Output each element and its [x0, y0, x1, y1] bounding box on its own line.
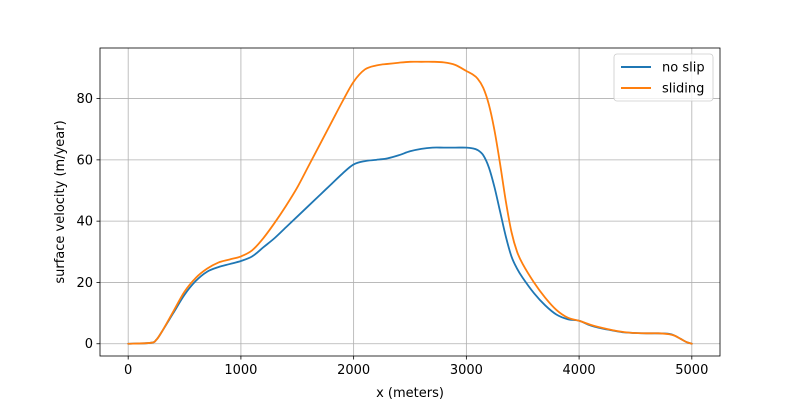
- y-tick-label: 60: [76, 153, 93, 168]
- y-tick-label: 40: [76, 215, 93, 230]
- series-group: [127, 60, 693, 345]
- x-tick-label: 1000: [224, 363, 257, 378]
- ticks: 0 1000 2000 3000 4000 5000 0 20 40 60 80: [76, 92, 708, 378]
- x-tick-label: 2000: [337, 363, 370, 378]
- legend-box: [613, 53, 714, 102]
- y-tick-label: 0: [85, 337, 93, 352]
- y-axis-label: surface velocity (m/year): [53, 120, 68, 283]
- series-line-sliding: [127, 60, 693, 345]
- legend: no slip sliding: [613, 53, 714, 102]
- x-tick-label: 0: [124, 363, 132, 378]
- legend-label-sliding: sliding: [662, 82, 704, 97]
- legend-label-no-slip: no slip: [662, 61, 705, 76]
- x-tick-label: 3000: [450, 363, 483, 378]
- x-tick-label: 5000: [675, 363, 708, 378]
- plot-frame: [99, 47, 721, 357]
- x-tick-label: 4000: [563, 363, 596, 378]
- y-tick-label: 20: [76, 276, 93, 291]
- x-axis-label: x (meters): [376, 386, 444, 400]
- y-tick-label: 80: [76, 92, 93, 107]
